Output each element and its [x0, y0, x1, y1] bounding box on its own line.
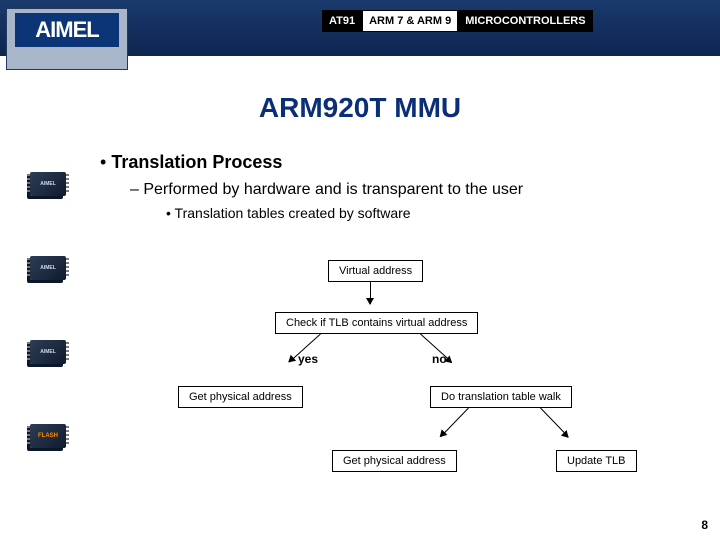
flowchart: Virtual address Check if TLB contains vi… [0, 260, 720, 490]
arrow-icon [540, 408, 569, 437]
node-get-physical-1: Get physical address [178, 386, 303, 408]
bullet-level3: Translation tables created by software [166, 205, 690, 221]
node-table-walk: Do translation table walk [430, 386, 572, 408]
arrow-icon [370, 282, 371, 304]
bullet-level2: Performed by hardware and is transparent… [130, 181, 690, 199]
label-no: no [432, 352, 447, 366]
node-get-physical-2: Get physical address [332, 450, 457, 472]
slide-title: ARM920T MMU [0, 92, 720, 124]
arrow-icon [440, 408, 469, 437]
chip-icon: AIMEL [30, 172, 66, 196]
chip-label: AIMEL [40, 181, 56, 187]
logo-box: AIMEL [15, 13, 119, 47]
page-number: 8 [701, 518, 708, 532]
bullet-level1: Translation Process [100, 152, 690, 173]
logo-tab: AIMEL [6, 8, 128, 70]
header-labels: AT91 ARM 7 & ARM 9 MICROCONTROLLERS [322, 10, 593, 32]
header-label-micro: MICROCONTROLLERS [458, 10, 592, 32]
header-label-at91: AT91 [322, 10, 362, 32]
node-update-tlb: Update TLB [556, 450, 637, 472]
header-label-arm: ARM 7 & ARM 9 [362, 10, 458, 32]
label-yes: yes [298, 352, 318, 366]
content-block: Translation Process Performed by hardwar… [100, 152, 690, 221]
logo-text: AIMEL [35, 17, 98, 43]
node-check-tlb: Check if TLB contains virtual address [275, 312, 478, 334]
node-virtual-address: Virtual address [328, 260, 423, 282]
